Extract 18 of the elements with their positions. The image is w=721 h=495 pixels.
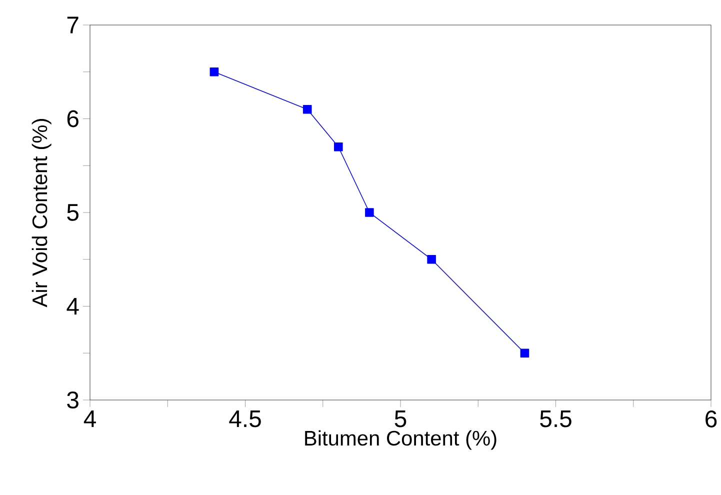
point	[210, 67, 219, 76]
y-tick-label: 7	[67, 16, 78, 34]
x-tick-label: 5	[394, 410, 406, 428]
x-tick-label: 5.5	[540, 410, 572, 428]
y-tick-label: 3	[67, 392, 78, 408]
x-tick-label: 4.5	[229, 410, 261, 428]
x-axis-title: Bitumen Content (%)	[305, 430, 496, 450]
y-tick-label: 6	[67, 110, 78, 128]
point	[334, 142, 343, 152]
point	[427, 254, 436, 264]
point	[520, 348, 530, 358]
x-tick-label: 6	[706, 410, 717, 428]
y-axis-title: Air Void Content (%)	[32, 119, 52, 308]
y-tick-label: 5	[67, 204, 78, 221]
point	[302, 104, 312, 114]
point	[365, 208, 374, 217]
x-tick-label: 4	[84, 410, 96, 427]
y-tick-label: 4	[66, 298, 79, 314]
